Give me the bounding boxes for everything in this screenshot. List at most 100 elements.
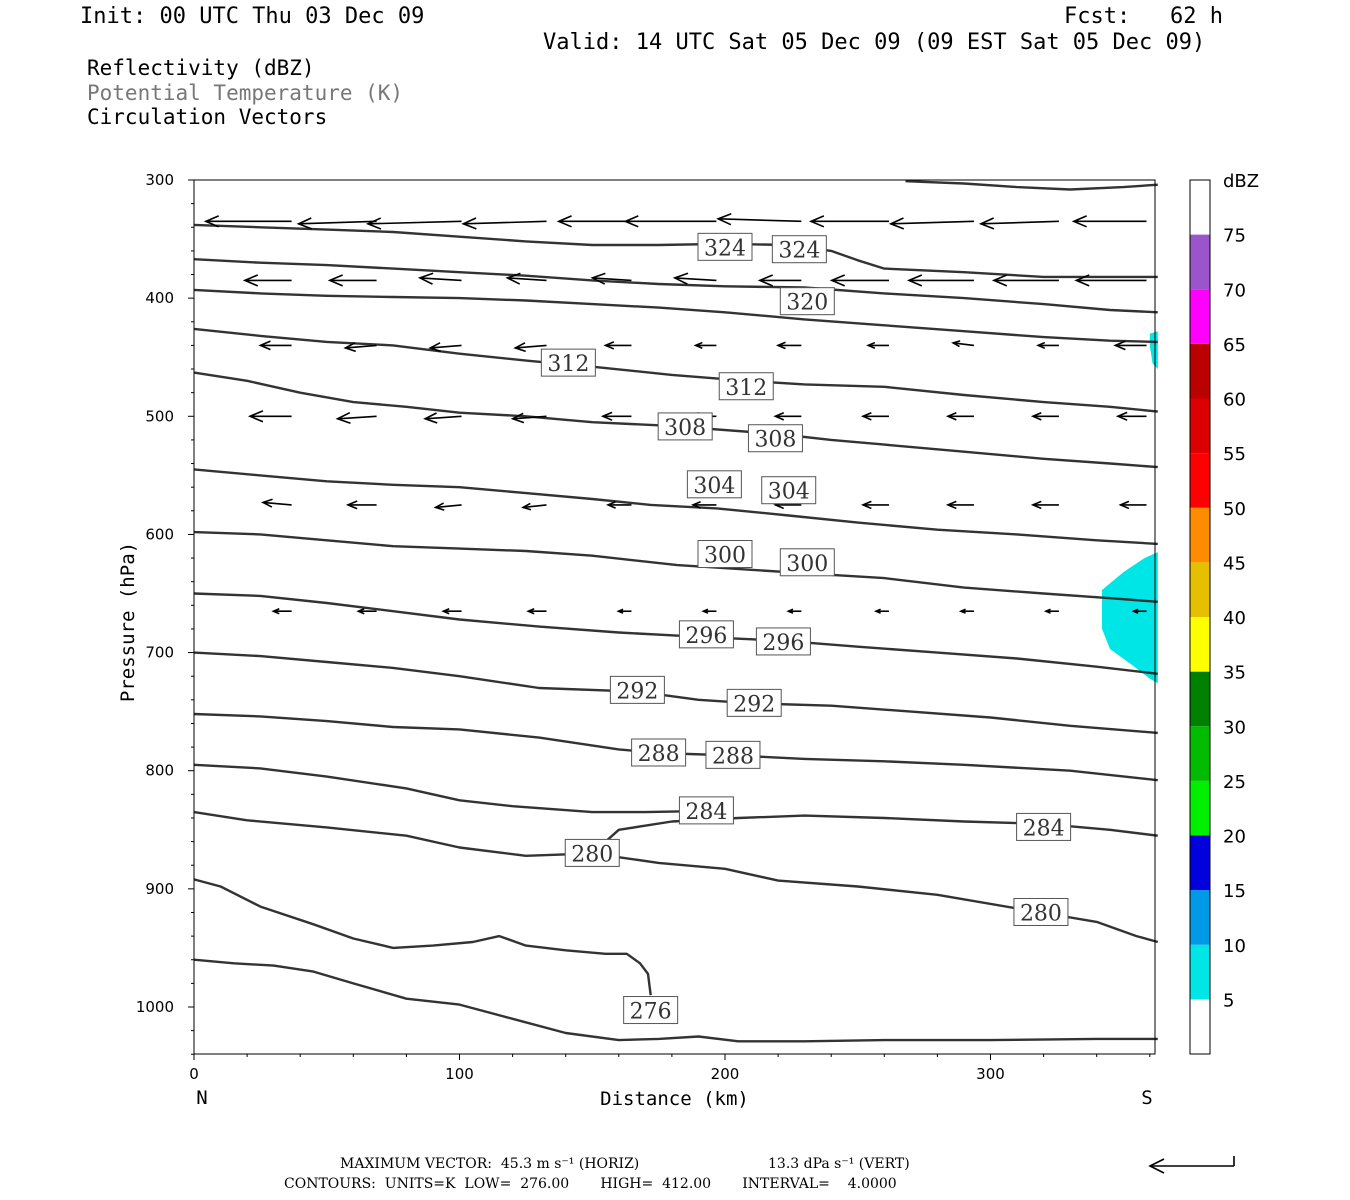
- contour-label-296: 296: [685, 624, 727, 649]
- circulation-vector: [1071, 215, 1147, 228]
- contour-label-292: 292: [733, 692, 775, 717]
- y-tick-label: 900: [145, 880, 174, 898]
- contour-label-box: [705, 740, 761, 769]
- colorbar-label: 35: [1223, 663, 1246, 684]
- colorbar-segment: [1190, 234, 1210, 290]
- contour-label-280: 280: [1020, 901, 1062, 926]
- y-tick-label: 1000: [136, 998, 174, 1016]
- contour-label-312: 312: [725, 376, 767, 401]
- circulation-vector: [296, 217, 377, 230]
- colorbar-segment: [1190, 562, 1210, 617]
- y-tick-label: 300: [145, 171, 174, 189]
- max-vector-vert: 13.3 dPa s⁻¹ (VERT): [768, 1156, 910, 1172]
- circulation-vector: [606, 500, 632, 509]
- circulation-vector: [945, 500, 974, 510]
- x-end-label-north: N: [196, 1087, 207, 1109]
- circulation-vector: [590, 272, 632, 285]
- reference-vector-head: [1148, 1158, 1165, 1174]
- colorbar-segment: [1190, 890, 1210, 945]
- circulation-vector: [773, 412, 802, 421]
- circulation-vector: [693, 341, 717, 349]
- contour-label-box: [678, 620, 734, 649]
- colorbar-label: 25: [1223, 772, 1246, 793]
- circulation-vector: [461, 217, 547, 230]
- isentrope-276-1: [193, 958, 1158, 1043]
- contour-label-304: 304: [693, 474, 735, 499]
- circulation-vector: [428, 342, 462, 353]
- colorbar-frame: [1189, 179, 1211, 1055]
- isentrope-304-12: [193, 468, 1158, 546]
- x-tick-label: 300: [976, 1065, 1005, 1083]
- circulation-vector: [600, 411, 632, 421]
- circulation-vector: [417, 272, 462, 285]
- contour-label-284: 284: [1023, 816, 1065, 841]
- circulation-vector: [860, 500, 889, 510]
- circulation-vector: [441, 608, 462, 615]
- contour-label-320: 320: [786, 291, 828, 316]
- circulation-vector: [556, 215, 632, 228]
- legend-potential-temperature: Potential Temperature (K): [87, 81, 404, 105]
- contour-label-box: [564, 838, 620, 867]
- circulation-vector: [616, 608, 632, 614]
- contour-label-276: 276: [630, 1000, 672, 1025]
- contour-label-box: [540, 348, 596, 377]
- contour-label-box: [609, 675, 665, 704]
- isentrope-300-11: [193, 530, 1158, 603]
- circulation-vector: [991, 274, 1059, 287]
- circulation-vector: [203, 215, 292, 228]
- colorbar-label: 60: [1223, 390, 1246, 411]
- isentrope-324-17: [193, 223, 1158, 279]
- colorbar-unit: dBZ: [1223, 171, 1259, 192]
- circulation-vector: [521, 502, 547, 511]
- y-tick-label: 700: [145, 644, 174, 662]
- x-end-label-south: S: [1141, 1087, 1152, 1109]
- colorbar-label: 15: [1223, 881, 1246, 902]
- isentrope-316-15: [193, 288, 1158, 344]
- isentrope-308-13: [193, 371, 1158, 469]
- circulation-vector: [242, 274, 292, 287]
- contour-label-box: [779, 548, 835, 577]
- y-tick-label: 400: [145, 289, 174, 307]
- contour-info: CONTOURS: UNITS=K LOW= 276.00 HIGH= 412.…: [284, 1176, 897, 1192]
- circulation-vector: [672, 272, 717, 285]
- colorbar-label: 20: [1223, 827, 1246, 848]
- circulation-vector: [1115, 411, 1147, 421]
- contour-label-box: [718, 372, 774, 401]
- circulation-vector: [1036, 341, 1059, 349]
- isentrope-284-5: [591, 814, 1158, 855]
- colorbar-segment: [1190, 617, 1210, 672]
- circulation-vector: [510, 412, 547, 424]
- circulation-vector: [356, 608, 377, 615]
- contour-label-308: 308: [754, 428, 796, 453]
- isentrope-292-9: [193, 651, 1158, 735]
- contour-label-box: [761, 476, 817, 505]
- isentrope-288-7: [459, 728, 1158, 782]
- contour-label-box: [779, 287, 835, 316]
- isentrope-280-3: [592, 852, 1159, 944]
- colorbar-segment: [1190, 453, 1210, 508]
- colorbar-segment: [1190, 835, 1210, 891]
- y-tick-label: 500: [145, 407, 174, 425]
- circulation-vector: [716, 213, 802, 226]
- x-tick-label: 0: [189, 1065, 199, 1083]
- colorbar-label: 40: [1223, 608, 1246, 629]
- reflectivity-region-1: [1149, 331, 1158, 369]
- circulation-vector: [603, 341, 632, 350]
- isentrope-284-4: [193, 810, 593, 857]
- circulation-vector: [247, 410, 292, 423]
- contour-label-box: [623, 996, 679, 1025]
- circulation-vector: [1074, 274, 1147, 287]
- contour-label-box: [726, 688, 782, 717]
- circulation-vector: [958, 608, 974, 614]
- circulation-vector: [1030, 412, 1059, 421]
- contour-label-box: [747, 424, 803, 453]
- colorbar-label: 50: [1223, 499, 1246, 520]
- contour-label-300: 300: [704, 544, 746, 569]
- colorbar-segment: [1190, 343, 1210, 399]
- colorbar-label: 5: [1223, 990, 1234, 1011]
- circulation-vector: [335, 411, 377, 425]
- circulation-vector: [866, 341, 889, 349]
- circulation-vector: [786, 608, 802, 614]
- colorbar-segment: [1190, 289, 1210, 344]
